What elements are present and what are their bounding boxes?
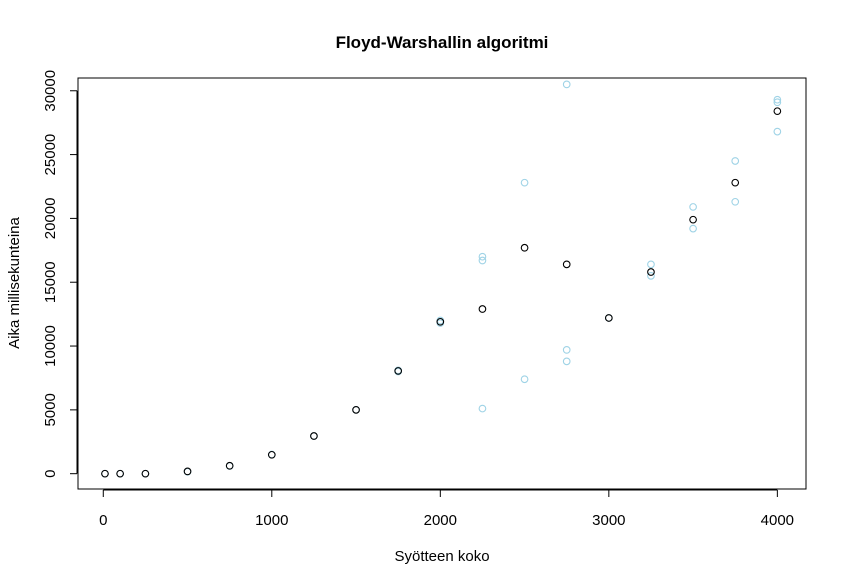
data-points bbox=[101, 80, 782, 478]
y-tick-label: 20000 bbox=[42, 198, 59, 240]
data-point bbox=[773, 98, 782, 107]
data-point bbox=[731, 197, 740, 206]
series-1 bbox=[101, 107, 782, 478]
data-point bbox=[731, 178, 740, 187]
data-point bbox=[562, 346, 571, 354]
y-tick-label: 10000 bbox=[42, 325, 59, 367]
x-axis-label: Syötteen koko bbox=[394, 548, 489, 565]
data-point bbox=[394, 367, 403, 375]
data-point bbox=[478, 252, 487, 261]
data-point bbox=[689, 224, 697, 233]
data-point bbox=[478, 305, 487, 313]
data-point bbox=[225, 461, 234, 470]
data-point bbox=[352, 406, 360, 414]
data-point bbox=[310, 432, 318, 440]
data-point bbox=[773, 95, 782, 104]
data-point bbox=[562, 80, 571, 89]
chart-title: Floyd-Warshallin algoritmi bbox=[336, 33, 549, 52]
data-point bbox=[478, 256, 487, 265]
data-point bbox=[141, 469, 150, 478]
data-point bbox=[647, 260, 655, 269]
data-point bbox=[520, 243, 529, 252]
x-tick-label: 1000 bbox=[255, 512, 288, 529]
data-point bbox=[562, 357, 571, 366]
data-point bbox=[689, 203, 697, 211]
data-point bbox=[604, 314, 613, 322]
data-point bbox=[116, 469, 124, 478]
x-tick-label: 4000 bbox=[761, 512, 794, 529]
data-point bbox=[267, 450, 276, 459]
data-point bbox=[520, 375, 529, 384]
data-point bbox=[731, 157, 740, 165]
y-tick-label: 25000 bbox=[42, 134, 59, 176]
x-tick-label: 3000 bbox=[592, 512, 625, 529]
data-point bbox=[562, 260, 571, 269]
data-point bbox=[183, 467, 192, 476]
plot-frame bbox=[77, 77, 807, 490]
x-tick-label: 0 bbox=[99, 512, 107, 529]
data-point bbox=[436, 317, 445, 326]
x-tick-label: 2000 bbox=[424, 512, 457, 529]
y-axis: 0 5000 10000 15000 20000 25000 30000 bbox=[42, 70, 78, 478]
data-point bbox=[689, 215, 697, 224]
y-tick-label: 30000 bbox=[42, 70, 59, 112]
data-point bbox=[773, 107, 782, 116]
data-point bbox=[773, 127, 782, 136]
y-tick-label: 15000 bbox=[42, 261, 59, 303]
data-point bbox=[647, 271, 655, 280]
data-point bbox=[647, 268, 655, 276]
y-tick-label: 5000 bbox=[42, 393, 59, 426]
data-point bbox=[478, 404, 487, 413]
x-axis: 0 1000 2000 3000 4000 bbox=[99, 489, 794, 529]
data-point bbox=[520, 178, 529, 187]
series-0 bbox=[101, 80, 782, 478]
data-point bbox=[101, 469, 109, 478]
y-axis-label: Aika millisekunteina bbox=[6, 216, 23, 348]
y-tick-label: 0 bbox=[42, 470, 59, 478]
